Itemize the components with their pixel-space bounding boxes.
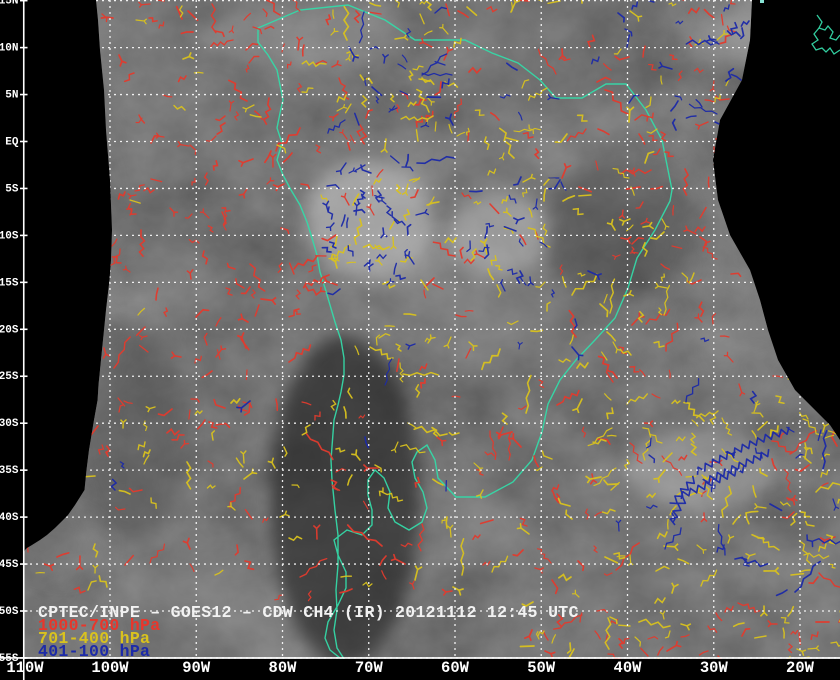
svg-text:40S: 40S <box>0 512 19 524</box>
svg-text:45S: 45S <box>0 559 19 571</box>
svg-text:30W: 30W <box>700 659 729 677</box>
svg-text:20S: 20S <box>0 324 19 336</box>
svg-text:70W: 70W <box>355 659 384 677</box>
svg-text:50S: 50S <box>0 606 19 618</box>
svg-text:30S: 30S <box>0 418 19 430</box>
svg-text:50W: 50W <box>527 659 556 677</box>
svg-text:80W: 80W <box>269 659 298 677</box>
svg-text:100W: 100W <box>91 659 129 677</box>
svg-text:5S: 5S <box>5 183 19 195</box>
svg-text:10N: 10N <box>0 43 19 55</box>
svg-text:15N: 15N <box>0 0 19 8</box>
svg-text:EQ: EQ <box>5 137 19 149</box>
svg-text:25S: 25S <box>0 371 19 383</box>
svg-text:10S: 10S <box>0 230 19 242</box>
svg-text:5N: 5N <box>5 90 18 102</box>
svg-text:110W: 110W <box>6 659 44 677</box>
svg-text:90W: 90W <box>182 659 211 677</box>
svg-text:15S: 15S <box>0 277 19 289</box>
svg-text:401-100 hPa: 401-100 hPa <box>38 642 150 661</box>
svg-text:40W: 40W <box>614 659 643 677</box>
svg-text:20W: 20W <box>786 659 815 677</box>
svg-text:60W: 60W <box>441 659 470 677</box>
svg-text:35S: 35S <box>0 465 19 477</box>
